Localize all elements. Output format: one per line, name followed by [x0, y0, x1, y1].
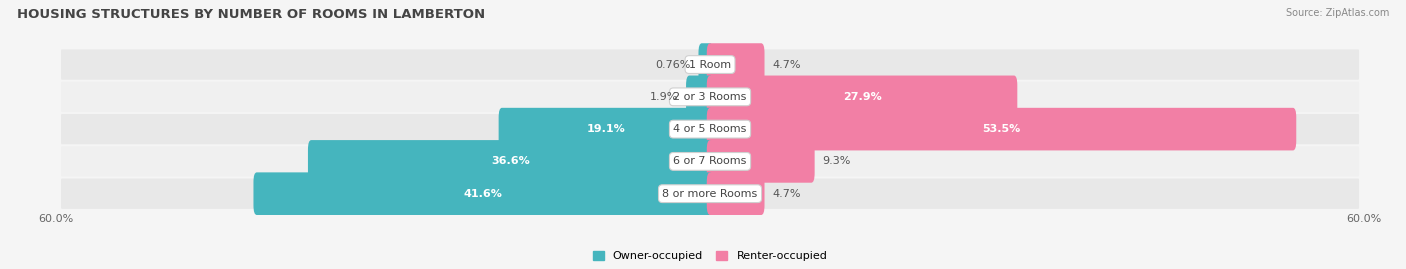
Text: 4.7%: 4.7%	[772, 189, 800, 199]
Text: 0.76%: 0.76%	[655, 59, 690, 70]
FancyBboxPatch shape	[686, 76, 713, 118]
Text: 2 or 3 Rooms: 2 or 3 Rooms	[673, 92, 747, 102]
Text: 4 or 5 Rooms: 4 or 5 Rooms	[673, 124, 747, 134]
Text: 19.1%: 19.1%	[586, 124, 626, 134]
Text: HOUSING STRUCTURES BY NUMBER OF ROOMS IN LAMBERTON: HOUSING STRUCTURES BY NUMBER OF ROOMS IN…	[17, 8, 485, 21]
Text: 6 or 7 Rooms: 6 or 7 Rooms	[673, 156, 747, 167]
Text: 4.7%: 4.7%	[772, 59, 800, 70]
FancyBboxPatch shape	[60, 49, 1360, 80]
FancyBboxPatch shape	[60, 114, 1360, 144]
FancyBboxPatch shape	[60, 179, 1360, 209]
Text: 1.9%: 1.9%	[650, 92, 679, 102]
Legend: Owner-occupied, Renter-occupied: Owner-occupied, Renter-occupied	[588, 246, 832, 266]
FancyBboxPatch shape	[707, 43, 765, 86]
FancyBboxPatch shape	[60, 82, 1360, 112]
Text: 27.9%: 27.9%	[842, 92, 882, 102]
FancyBboxPatch shape	[699, 43, 713, 86]
FancyBboxPatch shape	[707, 140, 814, 183]
Text: 41.6%: 41.6%	[464, 189, 503, 199]
FancyBboxPatch shape	[308, 140, 713, 183]
FancyBboxPatch shape	[499, 108, 713, 150]
FancyBboxPatch shape	[707, 172, 765, 215]
Text: 53.5%: 53.5%	[983, 124, 1021, 134]
FancyBboxPatch shape	[707, 76, 1018, 118]
Text: 8 or more Rooms: 8 or more Rooms	[662, 189, 758, 199]
Text: 1 Room: 1 Room	[689, 59, 731, 70]
FancyBboxPatch shape	[60, 146, 1360, 176]
Text: 36.6%: 36.6%	[491, 156, 530, 167]
FancyBboxPatch shape	[707, 108, 1296, 150]
FancyBboxPatch shape	[253, 172, 713, 215]
Text: 9.3%: 9.3%	[823, 156, 851, 167]
Text: Source: ZipAtlas.com: Source: ZipAtlas.com	[1285, 8, 1389, 18]
